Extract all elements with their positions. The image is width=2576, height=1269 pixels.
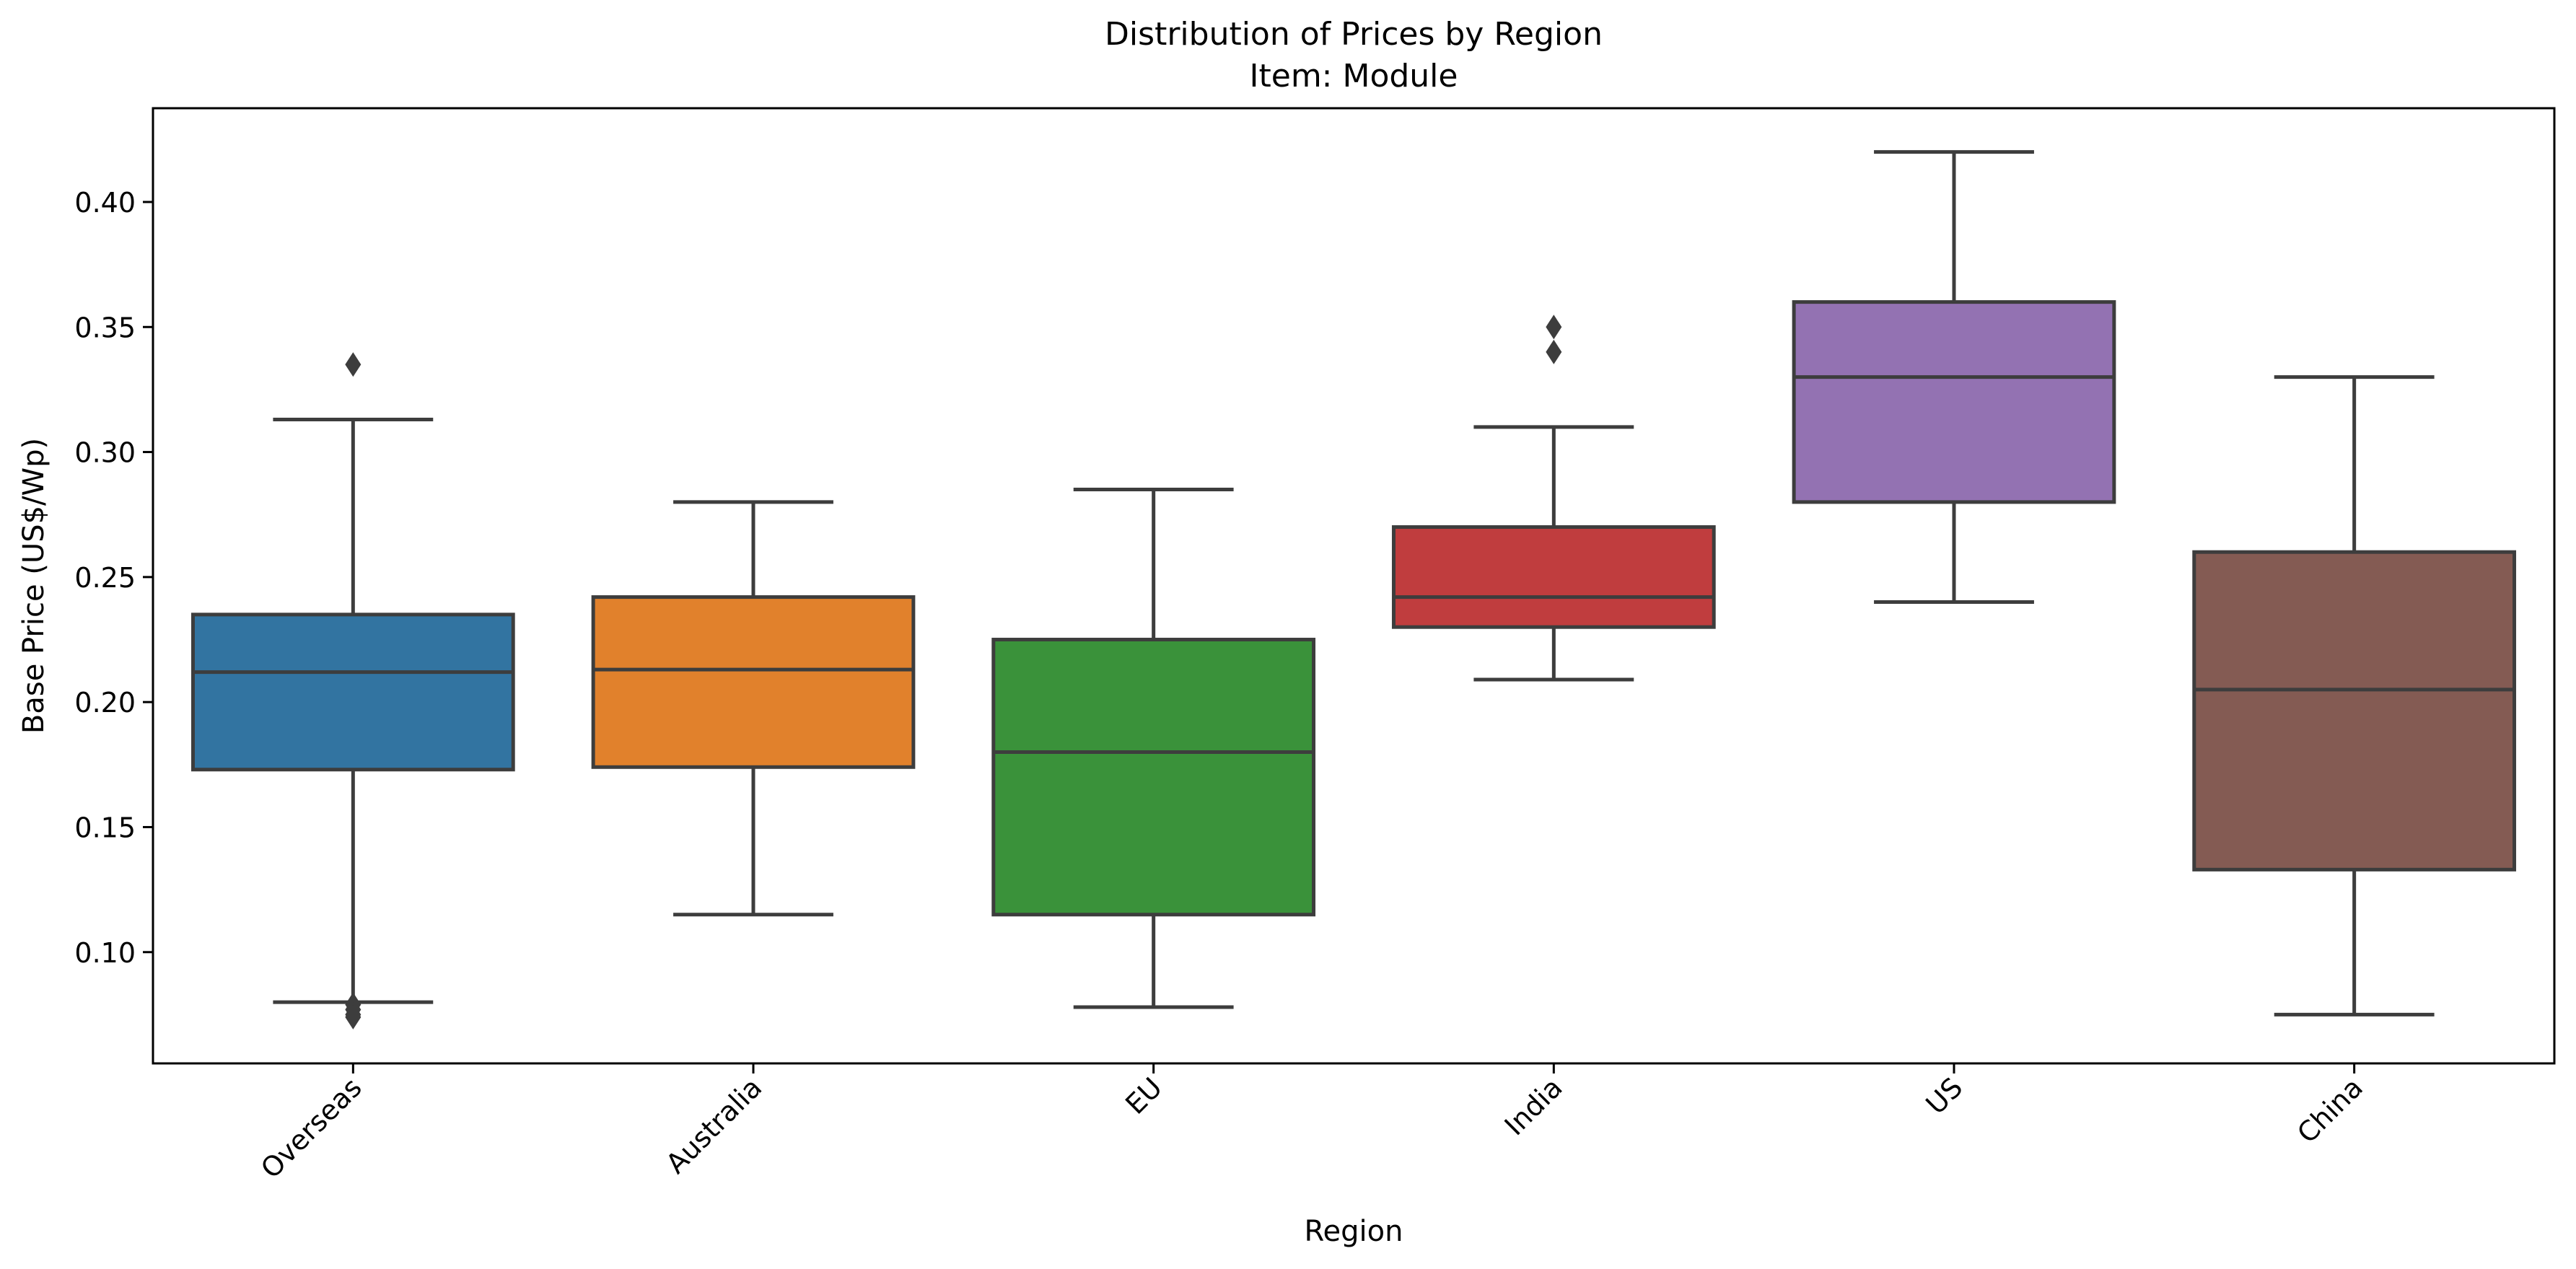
iqr-box <box>991 638 1316 917</box>
chart-subtitle: Item: Module <box>1250 58 1458 95</box>
y-tick-label: 0.25 <box>74 562 136 594</box>
iqr-box <box>591 595 916 769</box>
y-tick-label: 0.30 <box>74 437 136 469</box>
y-tick-label: 0.40 <box>74 187 136 219</box>
y-axis: 0.10 0.15 0.20 0.25 0.30 0.35 0.40 <box>74 187 153 969</box>
chart-title: Distribution of Prices by Region <box>1105 16 1603 53</box>
x-axis: Overseas Australia EU India US China <box>255 1063 2369 1185</box>
x-tick-label: China <box>2291 1071 2369 1149</box>
y-tick-label: 0.35 <box>74 312 136 343</box>
outlier-point <box>345 352 362 377</box>
iqr-box <box>190 612 515 772</box>
y-tick-label: 0.20 <box>74 687 136 719</box>
x-tick-label: EU <box>1119 1071 1168 1120</box>
x-tick-label: US <box>1920 1071 1969 1120</box>
box-overseas <box>190 352 515 1029</box>
y-tick-label: 0.10 <box>74 937 136 969</box>
box-australia <box>591 500 916 917</box>
box-india <box>1391 315 1716 682</box>
box-china <box>2192 375 2517 1016</box>
x-tick-label: India <box>1499 1071 1569 1141</box>
iqr-box <box>1391 525 1716 629</box>
y-tick-label: 0.15 <box>74 812 136 843</box>
x-axis-label: Region <box>1305 1215 1403 1248</box>
iqr-box <box>2192 550 2517 871</box>
box-us <box>1792 150 2116 605</box>
iqr-box <box>1792 300 2116 504</box>
outlier-point <box>1546 315 1562 340</box>
box-group <box>190 150 2517 1029</box>
x-tick-label: Australia <box>660 1071 768 1180</box>
box-eu <box>991 488 1316 1009</box>
outlier-point <box>1546 339 1562 364</box>
x-tick-label: Overseas <box>255 1071 368 1185</box>
plot-frame <box>152 107 2556 1065</box>
outlier-point <box>345 1004 362 1029</box>
y-axis-label: Base Price (US$/Wp) <box>17 438 51 734</box>
